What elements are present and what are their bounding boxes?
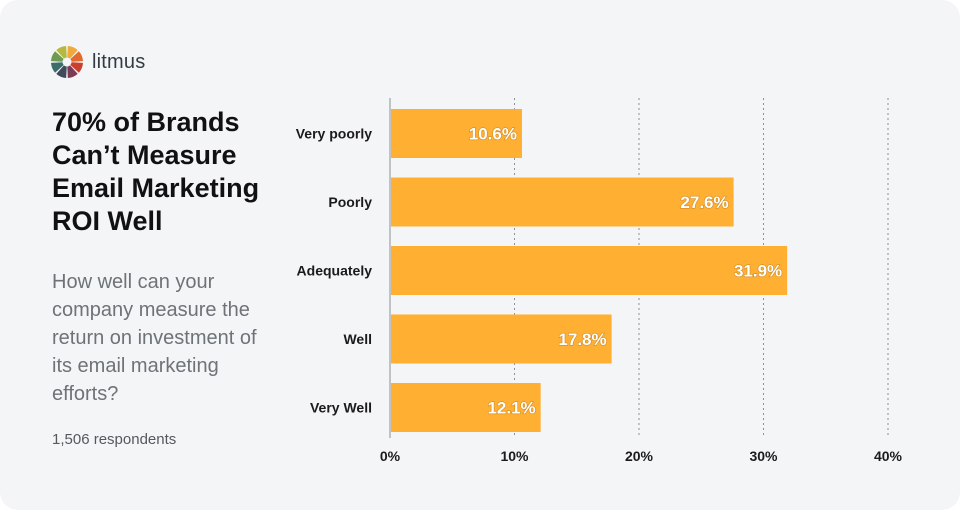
data-label: 10.6% (469, 125, 517, 144)
bar (391, 246, 788, 295)
x-tick-label: 10% (500, 448, 529, 464)
brand-logo: litmus (50, 44, 145, 80)
logo-segment (56, 46, 67, 59)
category-label: Well (343, 331, 372, 347)
brand-name: litmus (92, 50, 146, 73)
logo-segment (67, 46, 78, 59)
respondent-count: 1,506 respondents (52, 431, 177, 448)
logo-segment (70, 62, 83, 73)
logo-segment (51, 51, 64, 62)
bar-chart: Very poorly 10.6% Poorly 27.6% Adequately 31.… (296, 98, 903, 464)
category-label: Very Well (310, 400, 372, 416)
bar (391, 383, 541, 432)
bar (391, 109, 522, 158)
x-tick-label: 40% (874, 448, 903, 464)
logo-segment (70, 51, 83, 62)
category-label: Adequately (297, 263, 373, 279)
logo-segment (67, 65, 78, 78)
data-label: 17.8% (558, 330, 606, 349)
logo-segment (51, 62, 64, 73)
headline: 70% of Brands Can’t Measure Email Market… (52, 107, 260, 236)
x-tick-label: 30% (749, 448, 778, 464)
bar (391, 314, 612, 364)
category-label: Poorly (328, 194, 372, 210)
data-label: 12.1% (487, 399, 535, 418)
x-tick-label: 0% (380, 448, 401, 464)
category-label: Very poorly (296, 126, 372, 142)
x-tick-label: 20% (625, 448, 654, 464)
bar (391, 177, 734, 227)
survey-question: How well can your company measure the re… (52, 271, 257, 405)
data-label: 31.9% (734, 262, 782, 281)
logo-segment (56, 65, 67, 78)
data-label: 27.6% (680, 193, 728, 212)
litmus-color-wheel-icon (51, 46, 83, 78)
